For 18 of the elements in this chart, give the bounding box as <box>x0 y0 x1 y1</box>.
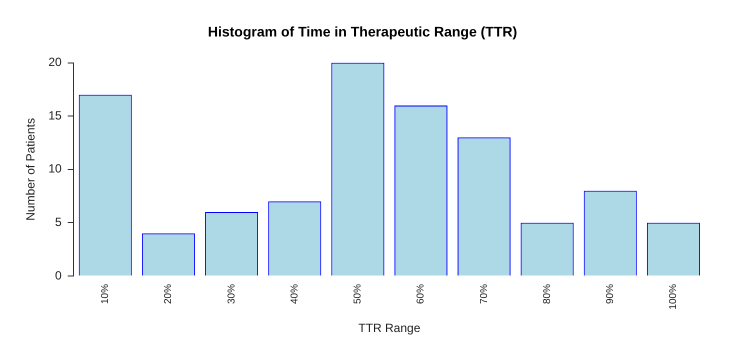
x-tick-label: 50% <box>352 284 364 304</box>
x-tick-label: 60% <box>416 284 427 304</box>
y-tick-label: 5 <box>55 215 62 230</box>
y-axis-title: Number of Patients <box>24 118 38 221</box>
x-tick-label: 100% <box>668 284 680 310</box>
y-tick-label: 20 <box>48 55 62 70</box>
x-axis-title: TTR Range <box>358 321 421 336</box>
y-tick-label: 10 <box>48 162 62 176</box>
x-tick-label: 10% <box>100 284 112 304</box>
y-tick-label: 0 <box>55 268 62 282</box>
y-tick-label: 15 <box>48 108 62 122</box>
x-tick-label: 20% <box>163 284 174 304</box>
x-tick-label: 40% <box>289 284 300 304</box>
chart-title: Histogram of Time in Therapeutic Range (TTR) <box>208 23 518 40</box>
x-tick-label: 30% <box>226 284 238 304</box>
x-tick-label: 90% <box>605 284 616 304</box>
x-tick-label: 70% <box>478 284 490 304</box>
x-tick-label: 80% <box>542 284 553 304</box>
